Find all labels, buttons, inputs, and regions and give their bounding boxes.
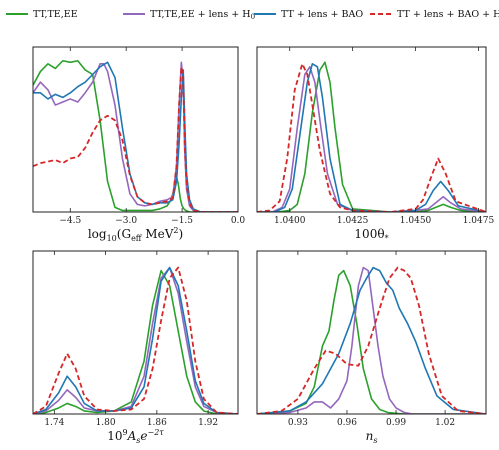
x-tick-label: −3.0 [115,216,137,226]
series-line-purple [257,266,486,414]
legend-item: TT + lens + BAO [254,9,363,20]
axes-frame [256,250,487,415]
x-axis-label: 109Ase−2τ [107,428,164,445]
x-axis-label: 100θ* [354,227,388,243]
panel-ns: 0.93 0.96 0.99 1.02 ns [256,250,487,445]
series-line-purple [33,266,238,414]
series-line-red [257,62,486,212]
legend-item: TT + lens + BAO + H0 [370,9,499,21]
panel-geff: −4.5 −3.0 −1.5 0.0 log10(Geff MeV2) [32,46,246,243]
series-line-blue [257,63,486,212]
legend-label: TT + lens + BAO [281,9,363,20]
series-line-red [33,266,238,414]
x-tick-label: 1.02 [435,418,455,428]
legend-label: TT,TE,EE [33,9,78,20]
x-tick-label: 1.86 [147,418,167,428]
x-tick-label: 1.92 [198,418,218,428]
x-tick-label: 1.74 [44,418,64,428]
axes-frame [256,46,487,213]
x-tick-label: −4.5 [59,216,81,226]
x-axis-label: ns [366,429,378,445]
x-tick-label: 0.99 [386,418,406,428]
series-line-purple [257,66,486,212]
x-axis-label: log10(Geff MeV2) [88,226,183,243]
legend-label: TT + lens + BAO + H0 [397,9,499,21]
panel-as: 1.74 1.80 1.86 1.92 109Ase−2τ [32,250,239,445]
series-line-green [257,269,486,414]
series-line-red [33,65,238,212]
x-tick-label: 1.0425 [337,216,369,226]
x-tick-label: 1.0400 [274,216,306,226]
series-line-blue [257,266,486,414]
series-line-blue [33,266,238,414]
series-line-green [33,59,238,212]
legend-label: TT,TE,EE + lens + H0 [150,9,255,21]
x-tick-label: 0.93 [288,418,308,428]
x-tick-label: 1.0475 [463,216,495,226]
axes-frame [32,250,239,415]
series-line-green [33,269,238,414]
x-tick-label: 1.80 [96,418,116,428]
legend-item: TT,TE,EE [6,9,78,20]
legend-item: TT,TE,EE + lens + H0 [123,9,255,21]
x-tick-label: 1.0450 [400,216,432,226]
x-tick-label: 0.0 [231,216,246,226]
x-tick-label: −1.5 [171,216,193,226]
series-line-green [257,61,486,212]
series-line-red [257,266,486,414]
axes-frame [32,46,239,213]
panel-theta: 1.0400 1.0425 1.0450 1.0475 100θ* [256,46,495,243]
x-tick-label: 0.96 [337,418,357,428]
legend: TT,TE,EE TT,TE,EE + lens + H0 TT + lens + … [6,9,499,21]
